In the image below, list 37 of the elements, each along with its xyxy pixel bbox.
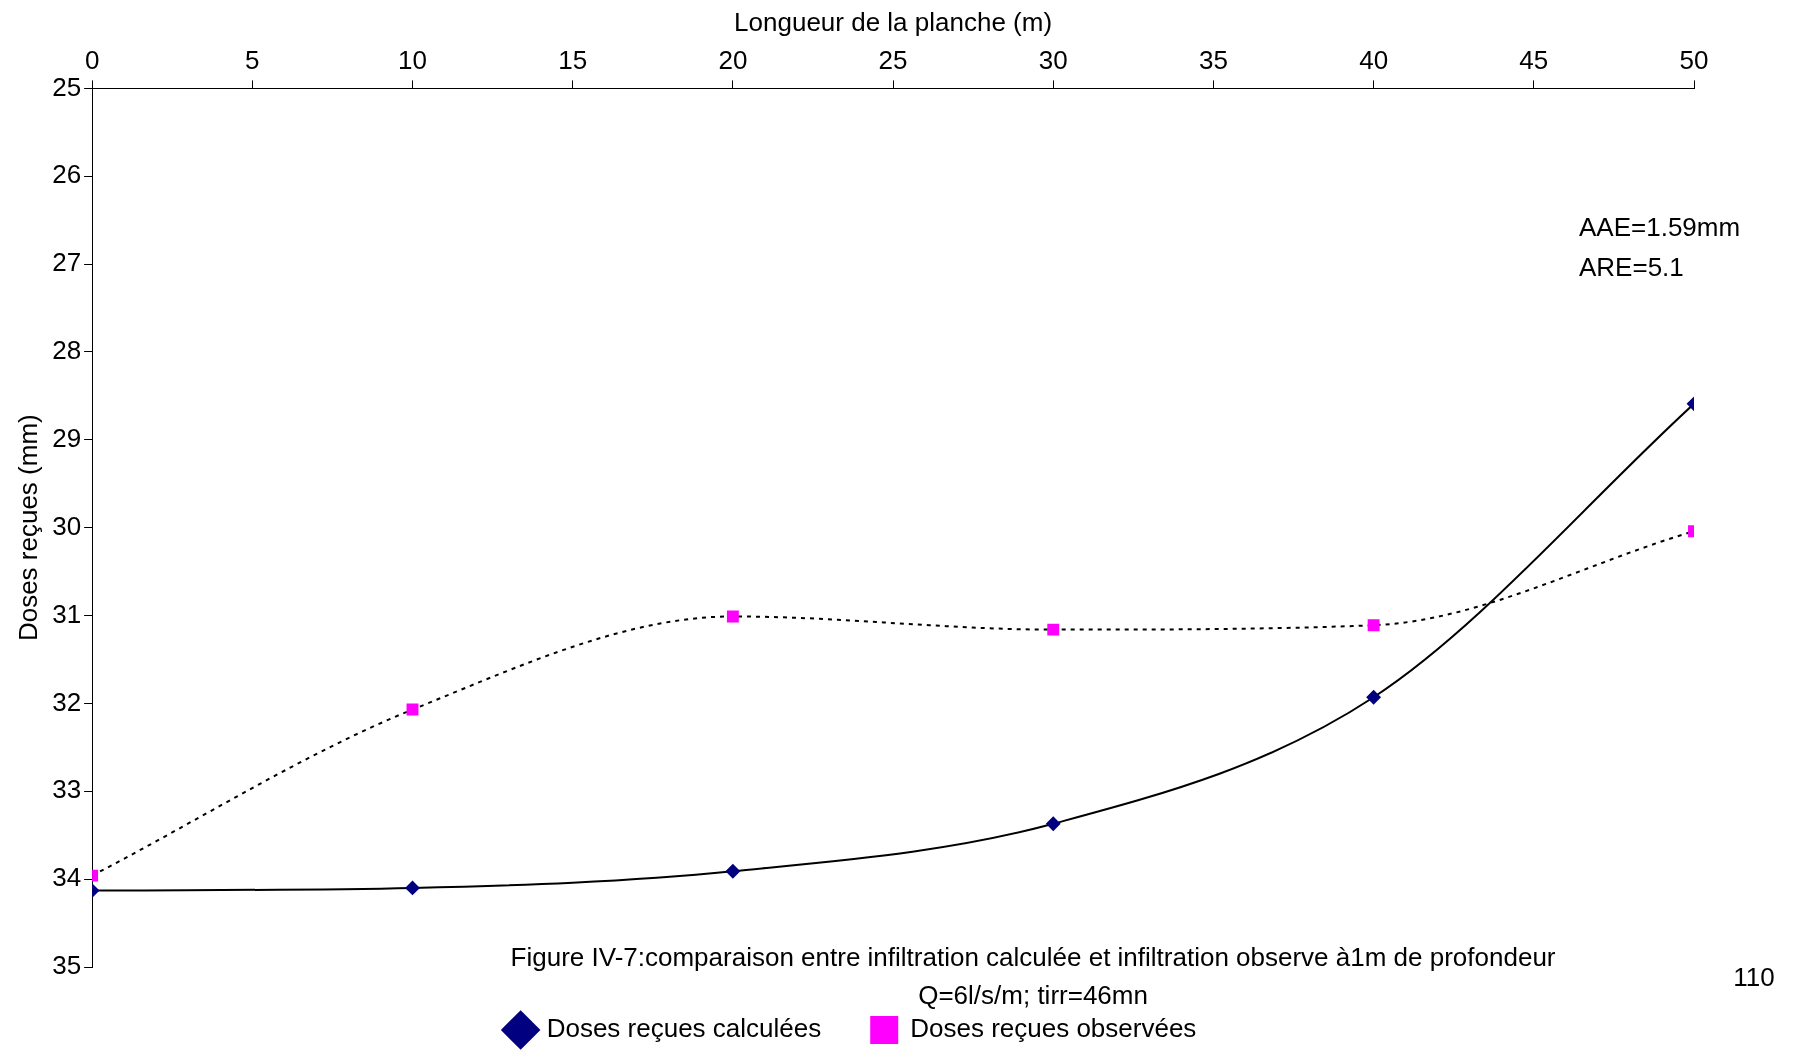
y-tick-label: 27	[52, 247, 82, 278]
annotation: Figure IV-7:comparaison entre infiltration calculée et infiltration observe à1m de profondeur	[510, 942, 1556, 973]
y-tick-label: 33	[52, 774, 82, 805]
y-tick-label: 26	[52, 159, 82, 190]
text: 110	[1733, 962, 1775, 993]
point	[1047, 623, 1060, 636]
x-tick-label: 20	[718, 44, 748, 75]
y-tick-label: 34	[52, 862, 82, 893]
point	[1366, 690, 1381, 705]
y-tick-label: 28	[52, 335, 82, 366]
x-tick-label: 40	[1359, 44, 1389, 75]
point	[1046, 816, 1061, 831]
x-tick-label: 35	[1198, 44, 1228, 75]
x-tick-label: 15	[558, 44, 588, 75]
x-axis-title: Longueur de la planche (m)	[734, 6, 1053, 37]
point	[1367, 619, 1380, 632]
x-tick-label: 5	[245, 44, 260, 75]
legend-label: Doses reçues calculées	[546, 1013, 822, 1044]
y-axis-title: Doses reçues (mm)	[12, 414, 43, 642]
x-tick-label: 50	[1679, 44, 1709, 75]
y-tick-label: 35	[52, 950, 82, 981]
annotation: ARE=5.1	[1579, 251, 1684, 282]
text: Q=6l/s/m; tirr=46mn	[918, 980, 1148, 1011]
x-tick-label: 0	[84, 44, 100, 75]
y-tick-label: 25	[52, 71, 82, 102]
x-tick-label: 30	[1038, 44, 1068, 75]
x-tick-label: 25	[878, 44, 908, 75]
annotation: AAE=1.59mm	[1579, 211, 1741, 242]
point	[726, 610, 739, 623]
point	[725, 864, 740, 879]
y-tick-label: 30	[52, 510, 82, 541]
y-tick-label: 32	[52, 686, 82, 717]
x-tick-label: 45	[1519, 44, 1549, 75]
y-tick-label: 31	[52, 598, 82, 629]
y-tick-label: 29	[52, 423, 82, 454]
x-tick-label: 10	[398, 44, 427, 75]
legend-label: Doses reçues observées	[910, 1013, 1197, 1044]
